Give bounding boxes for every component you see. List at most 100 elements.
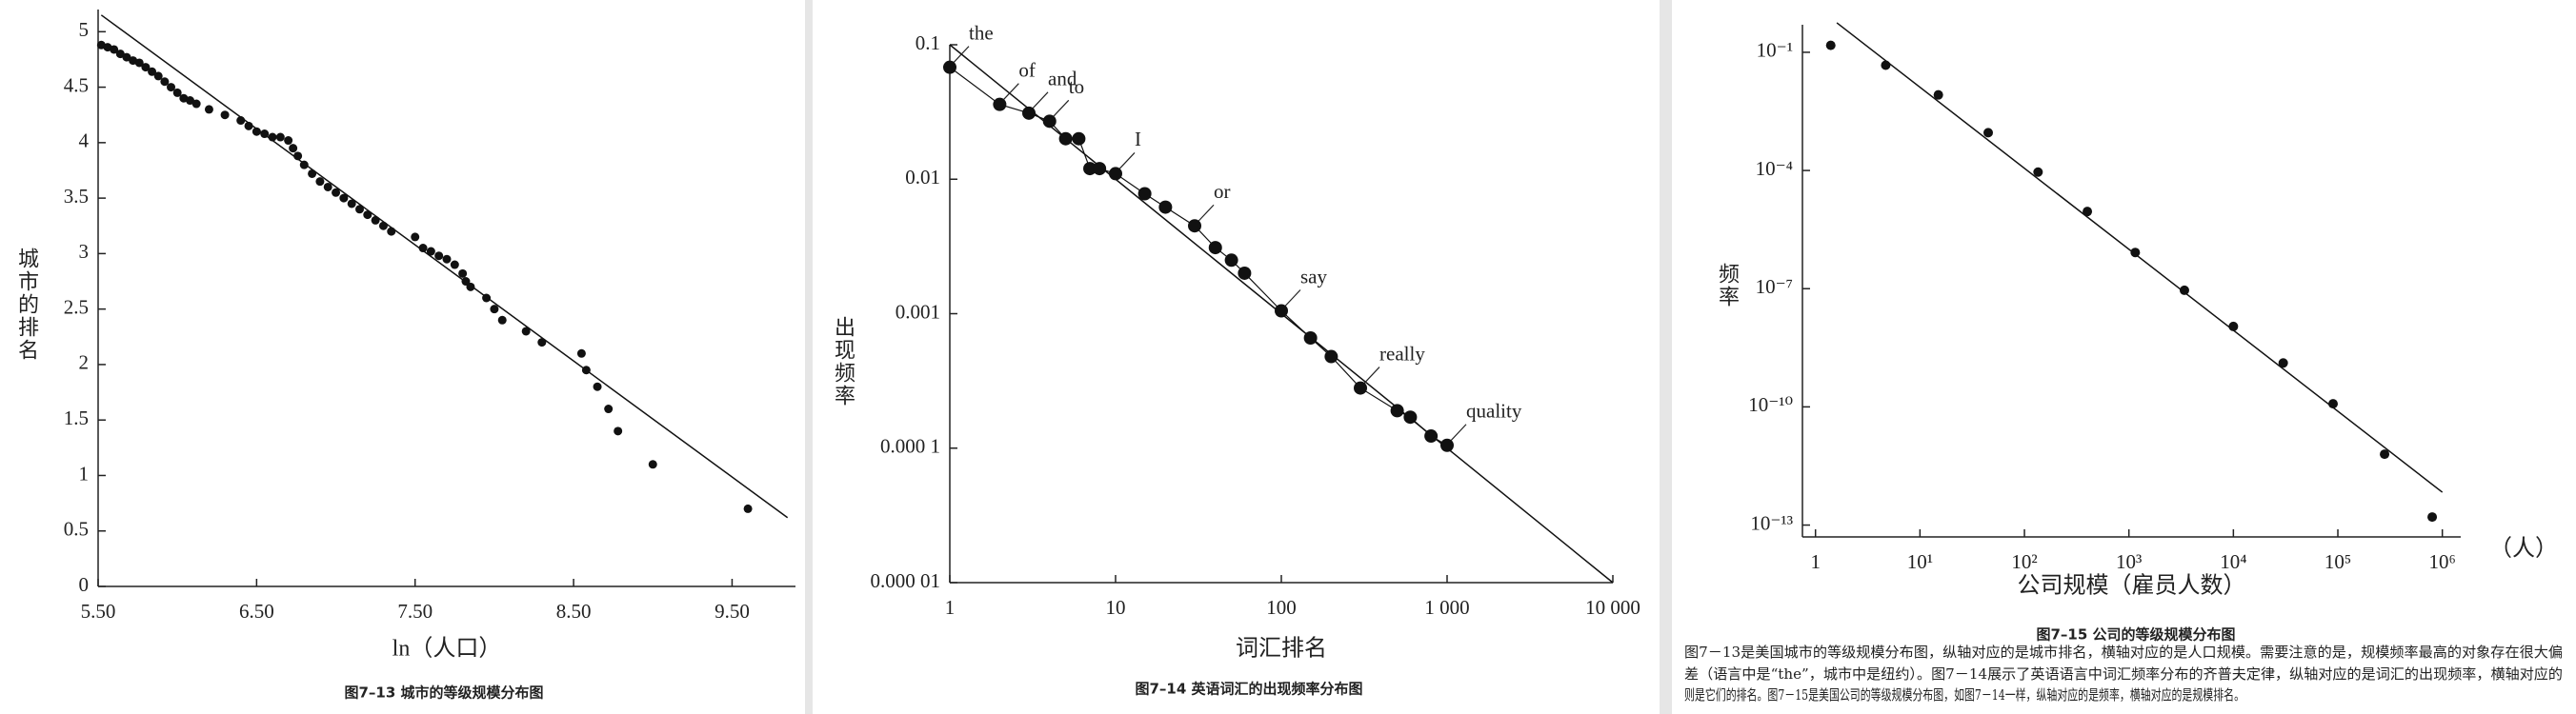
point — [115, 50, 125, 59]
panel — [1672, 0, 2576, 714]
y-tick-label: 0.1 — [916, 31, 940, 54]
x-tick-label: 10⁵ — [2324, 550, 2351, 573]
y-tick-label: 10⁻¹ — [1757, 39, 1793, 62]
point — [1390, 404, 1404, 418]
point — [110, 45, 119, 54]
point — [315, 177, 325, 187]
chart-title: 图7–13 城市的等级规模分布图 — [344, 684, 543, 702]
point — [236, 116, 246, 126]
point — [332, 188, 341, 197]
point — [387, 227, 396, 236]
point — [1983, 128, 1994, 138]
y-tick-label: 0.001 — [896, 300, 940, 323]
x-axis-label: 公司规模（雇员人数） — [2018, 573, 2246, 599]
label-leader — [1284, 289, 1301, 307]
y-tick-label: 1.5 — [64, 407, 89, 429]
point — [1093, 162, 1107, 176]
point — [450, 260, 459, 269]
x-tick-label: 10³ — [2116, 550, 2142, 573]
point — [1042, 114, 1057, 129]
label-leader — [1450, 424, 1467, 442]
x-tick-label: 100 — [1266, 596, 1297, 619]
point — [363, 210, 372, 220]
point — [172, 88, 182, 97]
label-leader — [1032, 91, 1049, 109]
point — [268, 132, 277, 142]
point — [2228, 321, 2239, 331]
point — [204, 105, 213, 114]
y-tick-label: 0 — [79, 573, 90, 596]
point — [284, 136, 293, 146]
point — [521, 327, 531, 336]
x-axis-label: 词汇排名 — [1236, 636, 1327, 662]
y-axis-label: 城市的排名 — [15, 248, 39, 362]
point — [1137, 187, 1152, 201]
x-tick-label: 7.50 — [397, 600, 433, 623]
point — [1058, 131, 1073, 146]
point — [576, 348, 586, 358]
point — [1022, 106, 1036, 120]
x-axis-label: ln（人口） — [392, 637, 502, 662]
y-tick-label: 0.000 1 — [880, 435, 940, 458]
point — [2033, 167, 2043, 177]
y-tick-label: 0.01 — [905, 166, 940, 188]
point — [1109, 167, 1122, 181]
x-tick-label: 8.50 — [556, 600, 592, 623]
x-tick-label: 10 — [1106, 596, 1126, 619]
point — [1208, 241, 1222, 255]
point — [244, 121, 253, 130]
point — [1224, 253, 1238, 268]
point — [160, 77, 170, 87]
x-unit: （人） — [2489, 537, 2558, 562]
y-tick-label: 3 — [79, 240, 90, 263]
point — [434, 251, 444, 261]
point — [378, 221, 388, 230]
point — [2083, 207, 2093, 217]
point — [299, 160, 309, 169]
point — [2427, 512, 2438, 523]
y-tick-label: 10⁻¹⁰ — [1748, 393, 1793, 416]
point — [1188, 219, 1202, 233]
point — [339, 193, 349, 203]
point — [418, 244, 428, 253]
y-tick-label: 4.5 — [64, 73, 89, 96]
point-label: quality — [1466, 400, 1522, 423]
point — [943, 60, 956, 74]
y-tick-label: 5 — [79, 18, 90, 41]
point — [148, 67, 157, 76]
point-label: really — [1379, 342, 1425, 365]
point — [466, 282, 475, 291]
point — [461, 277, 471, 287]
point — [614, 426, 623, 436]
point — [1933, 89, 1943, 100]
point — [581, 366, 591, 375]
point — [293, 151, 303, 161]
point — [993, 97, 1007, 111]
point — [371, 215, 380, 225]
point — [2278, 358, 2288, 368]
point — [426, 247, 435, 256]
point — [2328, 399, 2339, 409]
point — [1303, 330, 1318, 345]
point-label: or — [1214, 180, 1231, 203]
y-tick-label: 10⁻⁷ — [1756, 275, 1793, 298]
chart-title: 图7–14 英语词汇的出现频率分布图 — [1135, 681, 1362, 698]
panel — [0, 0, 805, 714]
point — [153, 71, 163, 81]
label-leader — [1363, 367, 1380, 385]
point-label: to — [1069, 75, 1084, 98]
label-leader — [1197, 204, 1215, 222]
point — [185, 96, 194, 106]
point-label: say — [1300, 265, 1327, 288]
y-tick-label: 4 — [79, 129, 90, 152]
point — [1825, 40, 1836, 50]
point — [648, 460, 657, 469]
point — [2130, 248, 2141, 258]
x-tick-label: 10⁶ — [2429, 550, 2456, 573]
y-tick-label: 2 — [79, 351, 90, 374]
body-text: 则是它们的排名。图7－15是美国公司的等级规模分布图，如图7－14一样，纵轴对应… — [1684, 686, 2244, 704]
point — [141, 63, 151, 72]
x-tick-label: 10² — [2011, 550, 2037, 573]
y-tick-label: 3.5 — [64, 185, 89, 208]
x-tick-label: 10 000 — [1585, 596, 1640, 619]
